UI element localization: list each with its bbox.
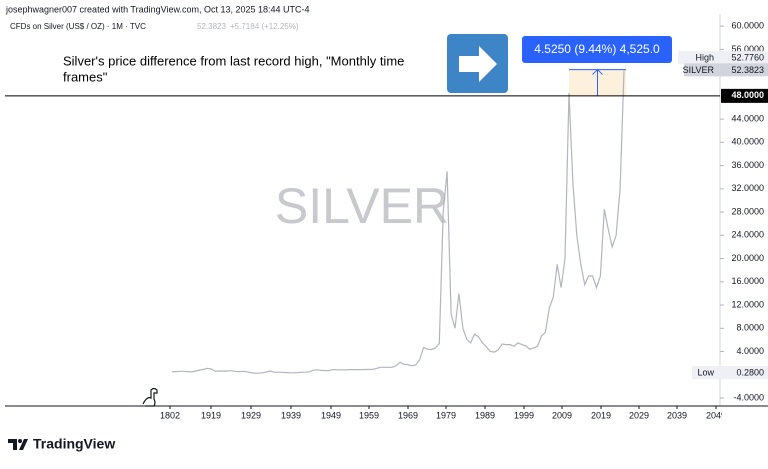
x-tick-label: 1949: [321, 410, 341, 420]
watermark: SILVER: [275, 178, 449, 234]
high-name: High: [695, 52, 714, 62]
high-label: 52.7760: [731, 52, 764, 62]
y-tick-label: 4.0000: [736, 346, 764, 356]
x-tick-label: 1919: [201, 410, 221, 420]
symbol-change: +5.7184 (+12.25%): [230, 22, 299, 31]
x-tick-label: 2039: [667, 410, 687, 420]
x-labels: 1802 1919 1929 1939 1949 1959 1969 1979 1989 1999…: [160, 406, 726, 420]
x-tick-label: 1979: [436, 410, 456, 420]
y-tick-label: 44.0000: [731, 113, 764, 123]
measure-arrowhead: [592, 68, 603, 75]
x-tick-label: 2049: [706, 410, 726, 420]
series-name: SILVER: [683, 65, 715, 75]
y-tick-label: 56.0000: [731, 44, 764, 54]
x-tick-label: 2009: [552, 410, 572, 420]
x-tick-label: 1989: [475, 410, 495, 420]
annotation-text-line2: frames": [63, 69, 108, 84]
y-tick-label: 16.0000: [731, 276, 764, 286]
x-tick-label: 1999: [514, 410, 534, 420]
dino-icon: [142, 387, 158, 407]
y-tick-label: 8.0000: [736, 323, 764, 333]
price-line: [172, 70, 625, 374]
y-tick-label: 24.0000: [731, 230, 764, 240]
low-label: 0.2800: [736, 368, 764, 378]
y-tick-label: 60.0000: [731, 21, 764, 31]
low-name: Low: [697, 368, 714, 378]
measure-label: 4.5250 (9.44%) 4,525.0: [534, 42, 660, 56]
last-label: 52.3823: [731, 65, 764, 75]
x-tick-label: 1929: [241, 410, 261, 420]
last-label-box: [684, 63, 768, 77]
annotation-text: Silver's price difference from last reco…: [63, 53, 404, 68]
logo-text: TradingView: [33, 436, 115, 452]
x-tick-label: 1969: [398, 410, 418, 420]
x-tick-label: 2029: [629, 410, 649, 420]
logo: TradingView: [8, 436, 115, 452]
y-tick-label: 12.0000: [731, 299, 764, 309]
low-label-box: [692, 366, 768, 380]
y-tick-label: 28.0000: [731, 206, 764, 216]
symbol-last: 52.3823: [197, 22, 226, 31]
arrow-icon: [447, 34, 508, 93]
credit: josephwagner007 created with TradingView…: [5, 4, 310, 14]
symbol-description: CFDs on Silver (US$ / OZ) · 1M · TVC: [10, 22, 146, 31]
x-tick-label: 1959: [359, 410, 379, 420]
y-tick-label: 36.0000: [731, 160, 764, 170]
y-tick-label: 40.0000: [731, 137, 764, 147]
x-tick-label: 1802: [160, 410, 180, 420]
x-tick-label: 1939: [281, 410, 301, 420]
high-label-box: [678, 51, 768, 65]
y-tick-label: -4.0000: [733, 392, 764, 402]
x-tick-label: 2019: [591, 410, 611, 420]
y-tick-label: 32.0000: [731, 183, 764, 193]
hline-label-box: [721, 88, 768, 103]
hline-label: 48.0000: [731, 90, 764, 100]
y-tick-label: 20.0000: [731, 253, 764, 263]
measure-label-box: [522, 36, 672, 63]
